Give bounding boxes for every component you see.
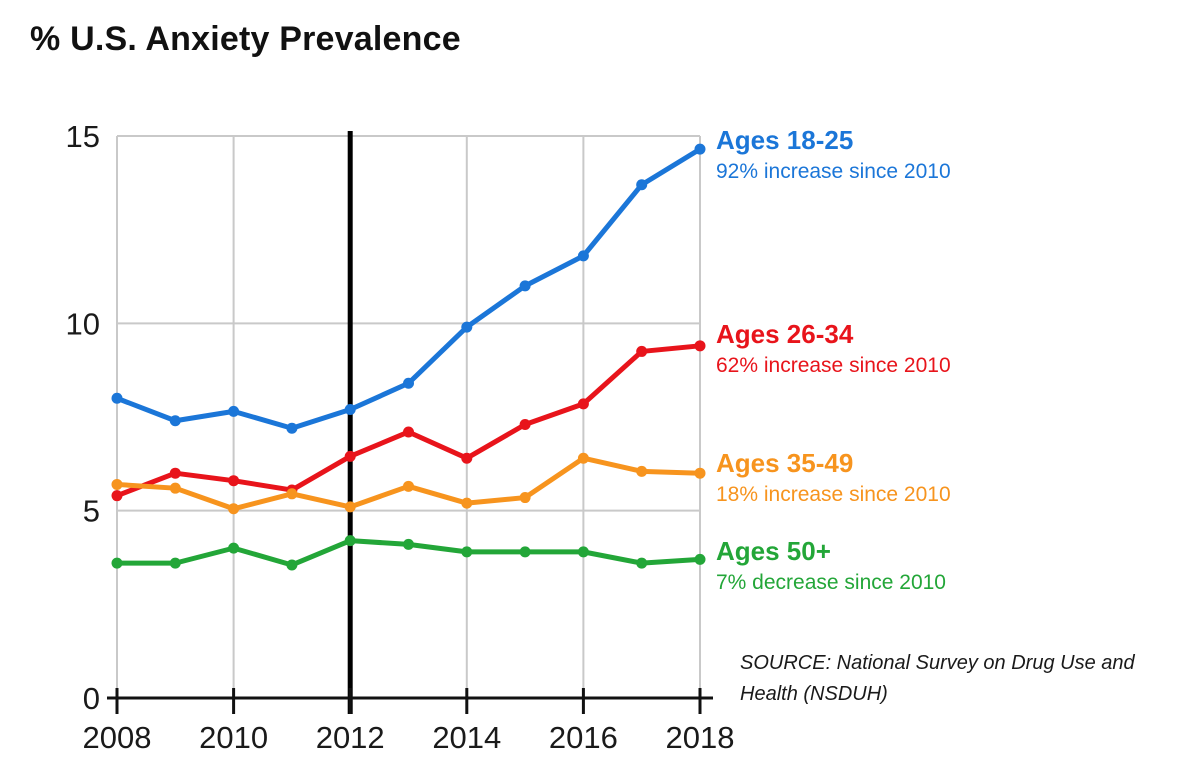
source-note-line2: Health (NSDUH) [740, 683, 888, 705]
series-point-ages-35-49-2010 [228, 503, 240, 515]
series-point-ages-50-2013 [403, 538, 414, 550]
legend-ages-18-25: Ages 18-25 92% increase since 2010 [716, 126, 951, 183]
legend-title-ages-18-25: Ages 18-25 [716, 125, 854, 155]
series-point-ages-50-2014 [461, 546, 473, 558]
x-tick-label-2016: 2016 [549, 720, 618, 755]
series-point-ages-18-25-2017 [636, 179, 648, 191]
x-tick-label-2012: 2012 [316, 720, 385, 755]
series-point-ages-18-25-2018 [694, 143, 706, 155]
x-tick-label-2014: 2014 [432, 720, 501, 755]
legend-ages-35-49: Ages 35-49 18% increase since 2010 [716, 449, 951, 506]
series-point-ages-35-49-2008 [111, 478, 123, 490]
y-tick-label-5: 5 [83, 494, 100, 529]
series-point-ages-26-34-2013 [403, 426, 414, 438]
series-line-ages-26-34 [114, 343, 703, 499]
y-tick-label-15: 15 [66, 119, 100, 154]
series-point-ages-50-2018 [694, 553, 706, 565]
x-tick-label-2010: 2010 [199, 720, 268, 755]
y-tick-label-10: 10 [66, 306, 100, 341]
series-point-ages-18-25-2014 [461, 321, 473, 333]
series-point-ages-26-34-2014 [461, 452, 473, 464]
series-point-ages-18-25-2013 [403, 377, 414, 389]
series-point-ages-18-25-2011 [286, 422, 298, 434]
series-point-ages-18-25-2009 [169, 415, 181, 427]
legend-ages-50-plus: Ages 50+ 7% decrease since 2010 [716, 537, 946, 594]
series-point-ages-26-34-2017 [636, 345, 648, 357]
series-point-ages-50-2010 [228, 542, 240, 554]
source-note-line1: SOURCE: National Survey on Drug Use and [740, 652, 1135, 674]
y-tick-label-0: 0 [83, 681, 100, 716]
series-point-ages-50-2011 [286, 559, 298, 571]
series-point-ages-26-34-2012 [344, 450, 356, 462]
series-point-ages-26-34-2016 [577, 398, 589, 410]
series-point-ages-50-2017 [636, 557, 648, 569]
x-tick-label-2018: 2018 [666, 720, 735, 755]
series-point-ages-35-49-2014 [461, 497, 473, 509]
source-note: SOURCE: National Survey on Drug Use and … [740, 648, 1135, 710]
series-point-ages-50-2016 [577, 546, 589, 558]
series-point-ages-50-2008 [111, 557, 123, 569]
chart-title: % U.S. Anxiety Prevalence [30, 20, 461, 58]
series-point-ages-26-34-2009 [169, 467, 181, 479]
series-point-ages-35-49-2009 [169, 482, 181, 494]
series-point-ages-18-25-2015 [519, 280, 531, 292]
series-point-ages-35-49-2018 [694, 467, 706, 479]
series-point-ages-26-34-2008 [111, 490, 123, 502]
x-tick-label-2008: 2008 [83, 720, 152, 755]
series-point-ages-35-49-2017 [636, 465, 648, 477]
series-point-ages-35-49-2015 [519, 492, 531, 504]
series-point-ages-35-49-2013 [403, 480, 414, 492]
series-point-ages-18-25-2008 [111, 392, 123, 404]
series-point-ages-26-34-2018 [694, 340, 706, 352]
series-point-ages-35-49-2016 [577, 452, 589, 464]
legend-title-ages-26-34: Ages 26-34 [716, 319, 854, 349]
legend-title-ages-35-49: Ages 35-49 [716, 448, 854, 478]
series-point-ages-50-2015 [519, 546, 531, 558]
series-point-ages-18-25-2010 [228, 405, 240, 417]
series-point-ages-18-25-2012 [344, 404, 356, 416]
legend-title-ages-50-plus: Ages 50+ [716, 536, 831, 566]
series-point-ages-26-34-2015 [519, 418, 531, 430]
legend-annotation-ages-26-34: 62% increase since 2010 [716, 353, 951, 377]
legend-ages-26-34: Ages 26-34 62% increase since 2010 [716, 320, 951, 377]
series-point-ages-35-49-2012 [344, 501, 356, 513]
legend-annotation-ages-50-plus: 7% decrease since 2010 [716, 570, 946, 594]
series-point-ages-35-49-2011 [286, 488, 298, 500]
legend-annotation-ages-18-25: 92% increase since 2010 [716, 159, 951, 183]
series-point-ages-50-2012 [344, 535, 356, 547]
series-point-ages-26-34-2010 [228, 475, 240, 487]
legend-annotation-ages-35-49: 18% increase since 2010 [716, 482, 951, 506]
series-point-ages-50-2009 [169, 557, 181, 569]
series-point-ages-18-25-2016 [577, 250, 589, 262]
